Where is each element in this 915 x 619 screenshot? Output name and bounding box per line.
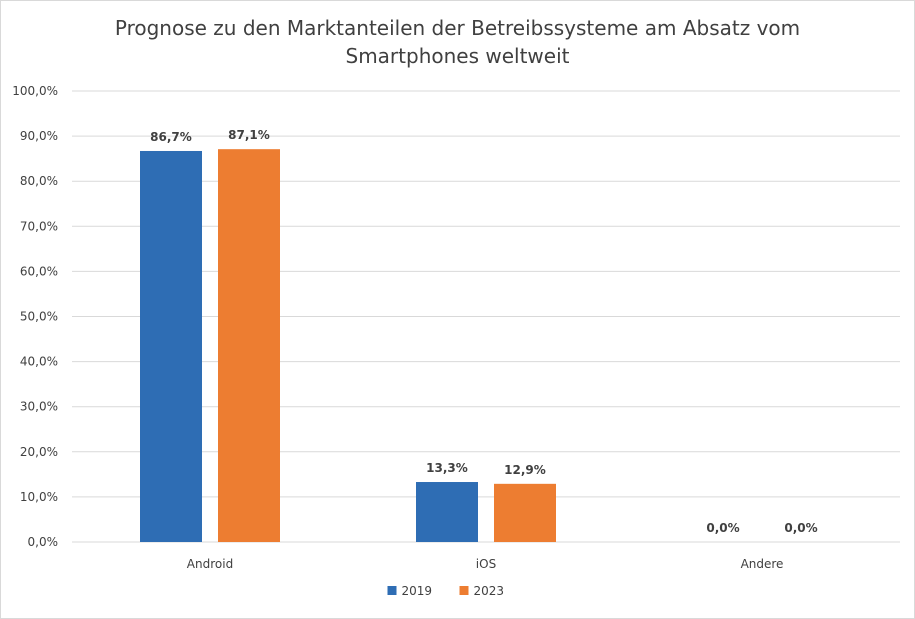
data-label: 0,0% <box>784 521 817 535</box>
data-label: 0,0% <box>706 521 739 535</box>
y-tick-label: 100,0% <box>12 84 58 98</box>
chart-title: Prognose zu den Marktanteilen der Betrei… <box>0 14 915 70</box>
legend-swatch <box>387 586 397 595</box>
data-labels: 86,7% 87,1% 13,3% 12,9% 0,0% 0,0% <box>150 128 817 535</box>
data-label: 12,9% <box>504 463 546 477</box>
bar <box>218 149 280 542</box>
y-tick-label: 40,0% <box>20 355 58 369</box>
chart-title-line-2: Smartphones weltweit <box>345 44 570 68</box>
data-label: 87,1% <box>228 128 270 142</box>
gridlines <box>72 90 900 543</box>
y-tick-label: 60,0% <box>20 264 58 278</box>
legend-label: 2019 <box>402 584 433 598</box>
y-axis: 0,0% 10,0% 20,0% 30,0% 40,0% 50,0% 60,0% 70,0% 8… <box>12 84 58 549</box>
x-category-label: Andere <box>741 557 784 571</box>
data-label: 13,3% <box>426 461 468 475</box>
y-tick-label: 30,0% <box>20 400 58 414</box>
y-tick-label: 90,0% <box>20 129 58 143</box>
y-tick-label: 50,0% <box>20 310 58 324</box>
y-tick-label: 80,0% <box>20 174 58 188</box>
legend-swatch <box>459 586 469 595</box>
y-tick-label: 20,0% <box>20 445 58 459</box>
bar <box>140 150 202 542</box>
bar <box>494 483 556 542</box>
x-axis: Android iOS Andere <box>187 557 784 571</box>
x-category-label: Android <box>187 557 233 571</box>
legend-label: 2023 <box>474 584 505 598</box>
chart-title-line-1: Prognose zu den Marktanteilen der Betrei… <box>114 16 801 40</box>
legend: 2019 2023 <box>387 584 505 598</box>
y-tick-label: 70,0% <box>20 219 58 233</box>
x-category-label: iOS <box>476 557 496 571</box>
y-tick-label: 10,0% <box>20 490 58 504</box>
data-label: 86,7% <box>150 130 192 144</box>
y-tick-label: 0,0% <box>28 535 59 549</box>
bar <box>416 482 478 542</box>
bars <box>140 149 556 542</box>
